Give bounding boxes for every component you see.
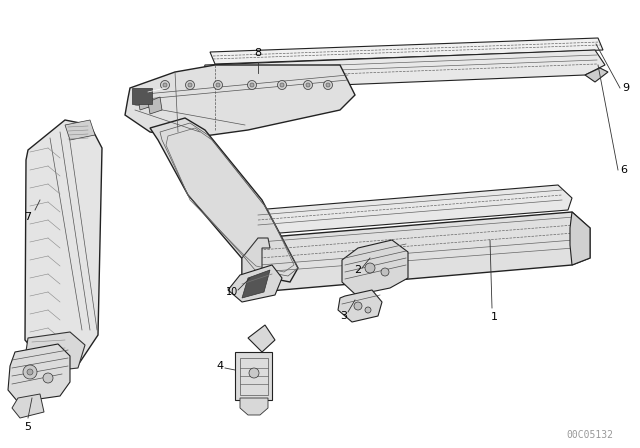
Polygon shape (125, 65, 355, 138)
Polygon shape (242, 270, 270, 298)
Polygon shape (570, 212, 590, 265)
Polygon shape (12, 394, 44, 418)
Circle shape (248, 81, 257, 90)
Polygon shape (148, 97, 162, 114)
Circle shape (354, 302, 362, 310)
Text: 2: 2 (355, 265, 362, 275)
Circle shape (365, 307, 371, 313)
Circle shape (188, 83, 192, 87)
Text: 1: 1 (490, 312, 497, 322)
Polygon shape (235, 352, 272, 400)
Polygon shape (65, 120, 95, 140)
Text: 3: 3 (340, 311, 348, 321)
Polygon shape (342, 240, 408, 295)
Circle shape (23, 365, 37, 379)
Circle shape (249, 368, 259, 378)
Circle shape (27, 369, 33, 375)
Polygon shape (585, 68, 608, 82)
Circle shape (306, 83, 310, 87)
Polygon shape (25, 332, 85, 372)
Circle shape (163, 83, 167, 87)
Bar (132, 88, 152, 104)
Polygon shape (150, 118, 298, 282)
Circle shape (186, 81, 195, 90)
Polygon shape (25, 120, 102, 365)
Circle shape (381, 268, 389, 276)
Text: 4: 4 (216, 361, 223, 371)
Polygon shape (242, 212, 590, 292)
Circle shape (216, 83, 220, 87)
Polygon shape (242, 238, 270, 292)
Polygon shape (200, 50, 605, 90)
Polygon shape (338, 290, 382, 322)
Circle shape (43, 373, 53, 383)
Circle shape (161, 81, 170, 90)
Text: 00C05132: 00C05132 (566, 430, 614, 440)
Circle shape (280, 83, 284, 87)
Text: 8: 8 (255, 48, 262, 58)
Polygon shape (8, 344, 70, 402)
Polygon shape (138, 93, 152, 110)
Circle shape (365, 263, 375, 273)
Text: 9: 9 (622, 83, 629, 93)
Polygon shape (228, 265, 282, 302)
Polygon shape (248, 325, 275, 352)
Polygon shape (210, 38, 603, 64)
Circle shape (323, 81, 333, 90)
Text: 10: 10 (226, 287, 238, 297)
Polygon shape (242, 185, 572, 235)
Polygon shape (240, 398, 268, 415)
Circle shape (278, 81, 287, 90)
Text: 6: 6 (620, 165, 627, 175)
Circle shape (214, 81, 223, 90)
Circle shape (303, 81, 312, 90)
Text: 7: 7 (24, 212, 31, 222)
Text: 5: 5 (24, 422, 31, 432)
Circle shape (250, 83, 254, 87)
Circle shape (326, 83, 330, 87)
